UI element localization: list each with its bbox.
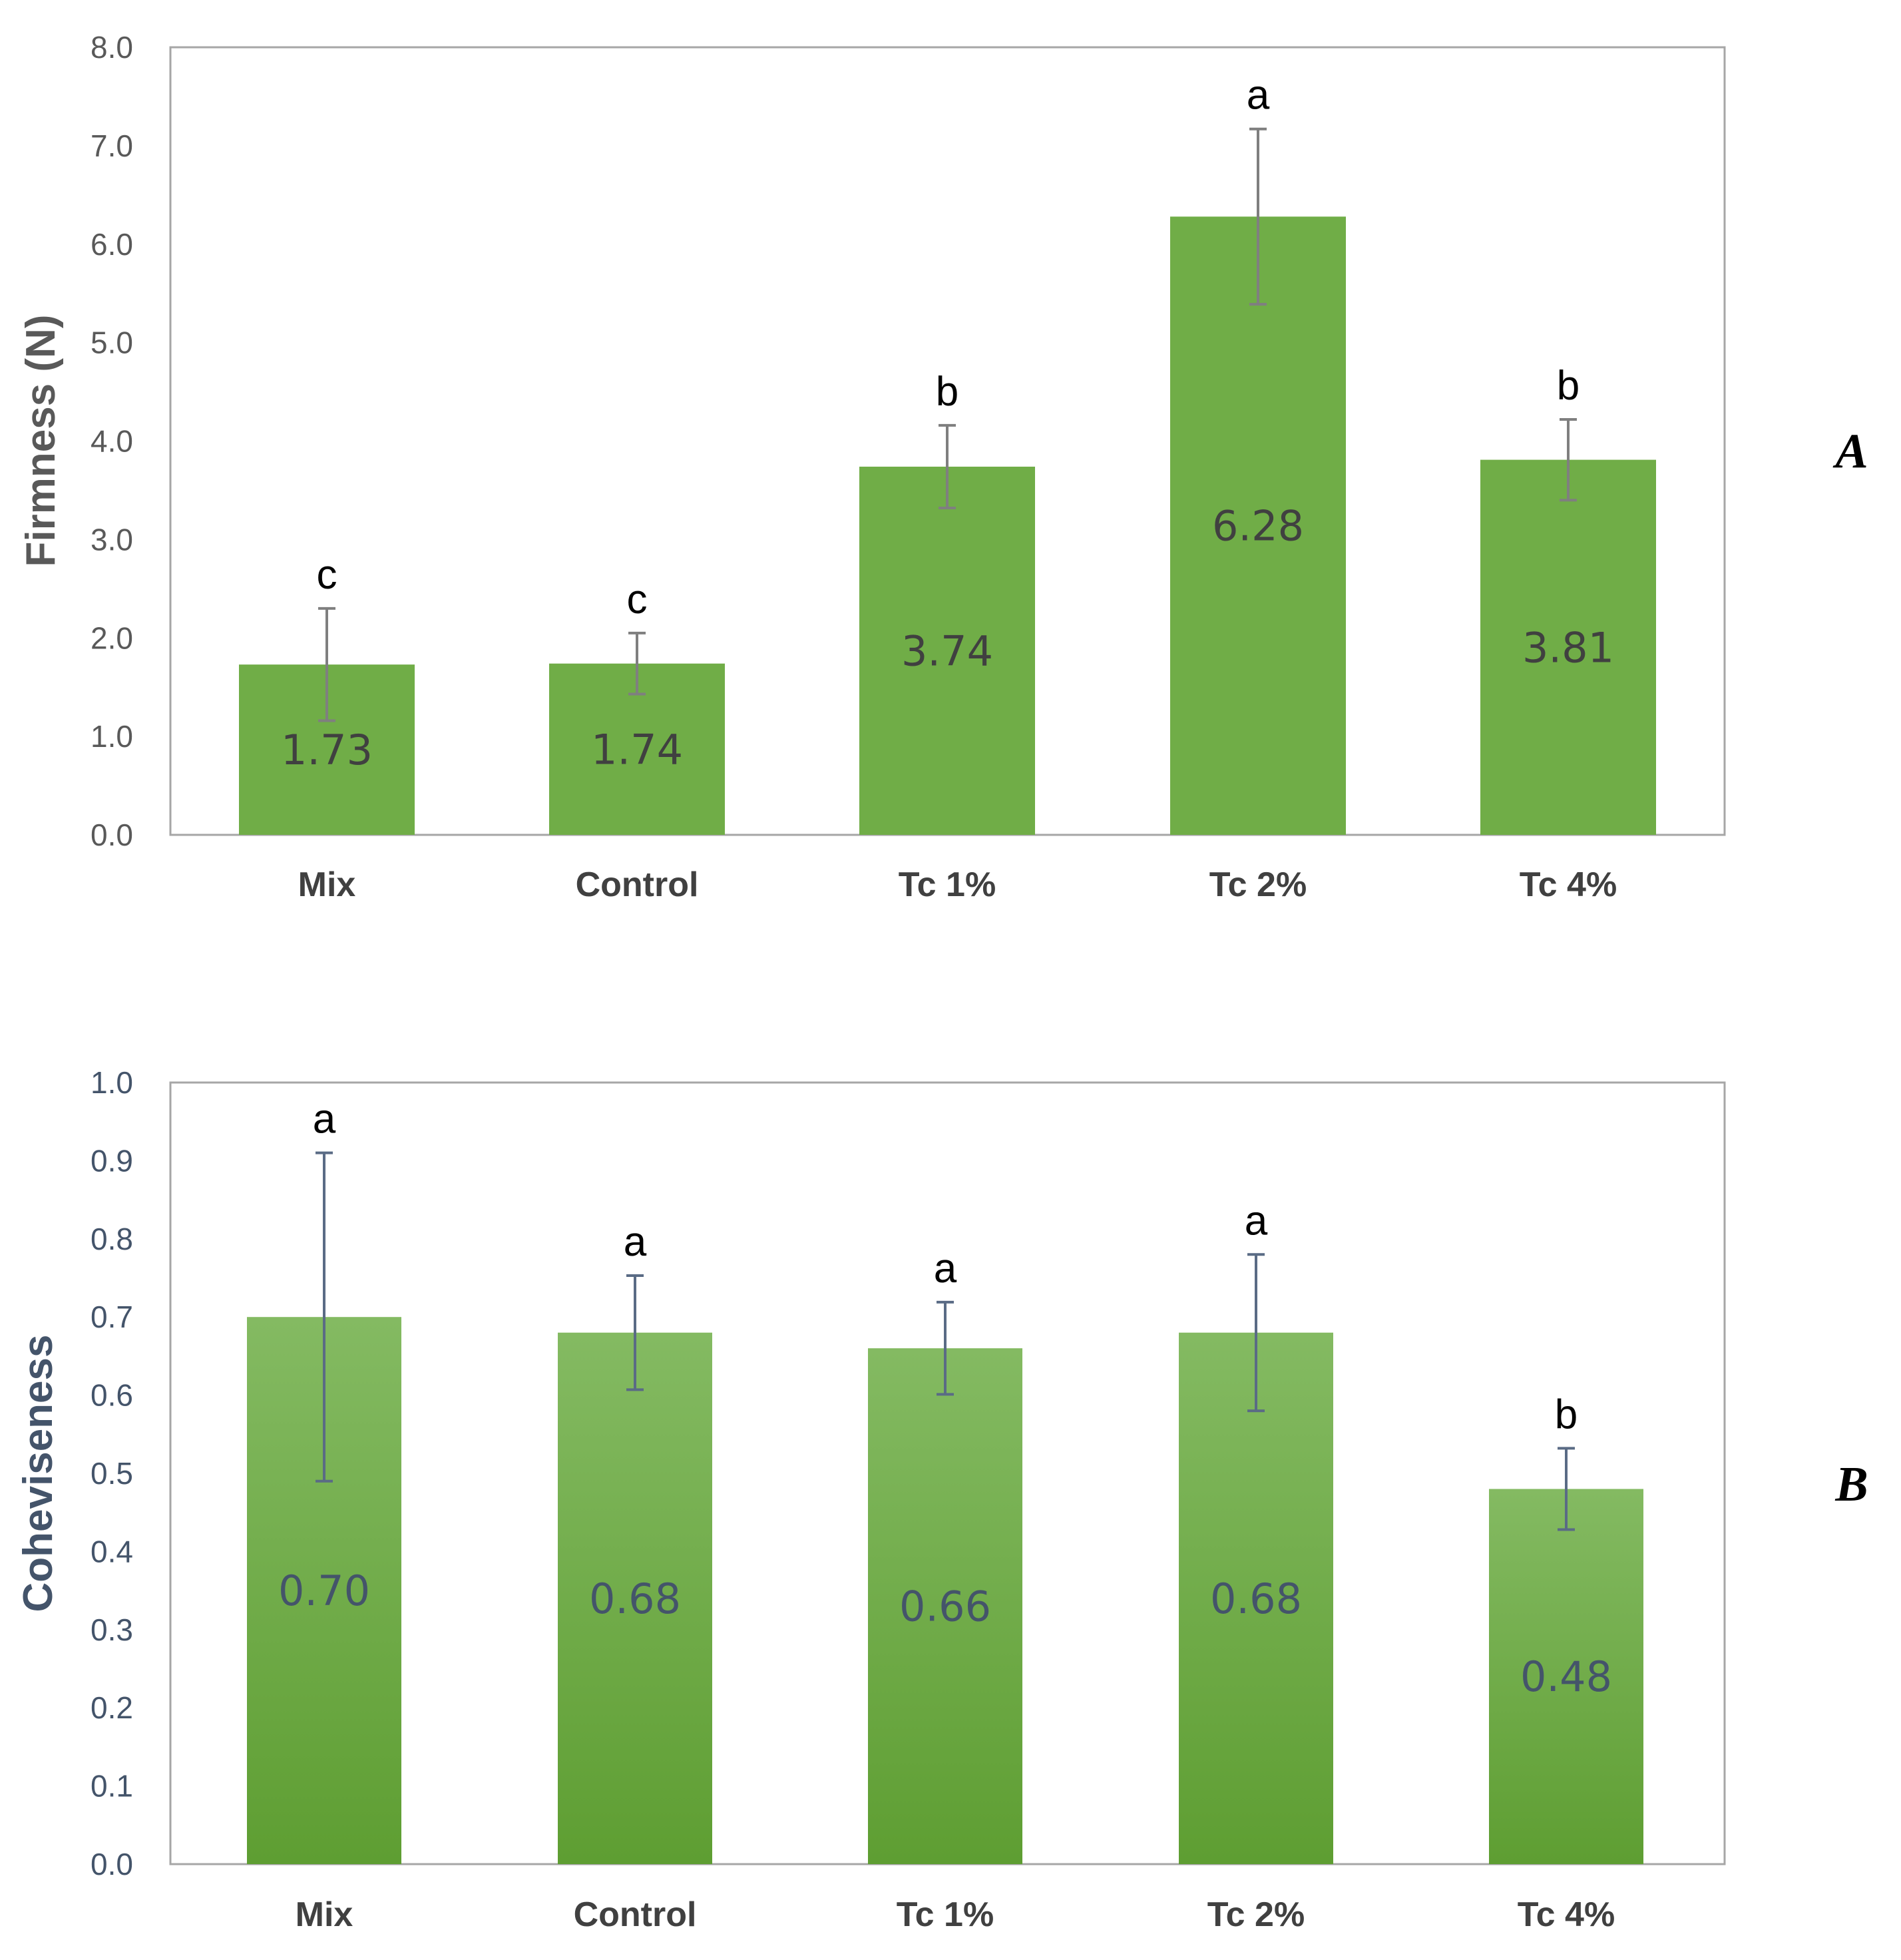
significance-letter: b <box>1555 1391 1578 1437</box>
y-axis-label-a: Firmness (N) <box>18 315 64 567</box>
data-label: 0.68 <box>1210 1575 1302 1623</box>
bar-tc-2- <box>1170 216 1346 836</box>
y-tick-label: 0.3 <box>91 1612 133 1647</box>
y-tick-label: 0.2 <box>91 1690 133 1725</box>
y-tick-label: 4.0 <box>91 424 133 459</box>
significance-letter: a <box>1245 1198 1268 1244</box>
data-label: 0.66 <box>899 1583 991 1631</box>
bars-b: 0.70 a 0.68 a 0.66 a 0.68 a 0.48 b <box>247 1097 1643 1864</box>
x-tick-label: Control <box>576 865 699 904</box>
y-tick-label: 7.0 <box>91 128 133 163</box>
x-labels-a: Mix Control Tc 1% Tc 2% Tc 4% <box>298 865 1617 904</box>
x-tick-label: Mix <box>296 1895 353 1934</box>
significance-letter: b <box>936 369 958 415</box>
data-label: 3.81 <box>1522 623 1614 672</box>
bar-tc-1- <box>868 1348 1022 1864</box>
x-tick-label: Tc 2% <box>1207 1895 1305 1934</box>
y-axis-label-b: Coheviseness <box>15 1335 61 1612</box>
data-label: 1.74 <box>591 725 683 774</box>
y-tick-label: 0.8 <box>91 1222 133 1256</box>
bar-tc-1- <box>859 466 1035 835</box>
chart-b: 0.00.10.20.30.40.50.60.70.80.91.0 0.70a0… <box>15 1065 1868 1934</box>
y-tick-label: 0.9 <box>91 1143 133 1178</box>
panel-label-a: A <box>1832 424 1868 479</box>
y-tick-label: 3.0 <box>91 522 133 557</box>
x-labels-b: Mix Control Tc 1% Tc 2% Tc 4% <box>296 1895 1615 1934</box>
y-tick-label: 0.0 <box>91 1847 133 1881</box>
y-tick-label: 1.0 <box>91 719 133 754</box>
significance-letter: b <box>1557 363 1580 409</box>
x-tick-label: Tc 1% <box>899 865 996 904</box>
panel-label-b: B <box>1834 1457 1868 1512</box>
x-tick-label: Tc 4% <box>1518 1895 1615 1934</box>
data-label: 0.70 <box>278 1567 370 1615</box>
y-tick-label: 0.5 <box>91 1456 133 1491</box>
significance-letter: a <box>1247 73 1270 119</box>
significance-letter: c <box>627 577 648 622</box>
significance-letter: a <box>313 1097 336 1142</box>
bar-tc-2- <box>1179 1332 1333 1864</box>
x-tick-label: Tc 1% <box>897 1895 994 1934</box>
significance-letter: a <box>934 1246 957 1292</box>
data-label: 1.73 <box>281 726 373 774</box>
y-ticks-b: 0.0 0.1 0.2 0.3 0.4 0.5 0.6 0.7 0.8 0.9 1.0 <box>91 1065 133 1881</box>
x-tick-label: Control <box>574 1895 697 1934</box>
y-tick-label: 6.0 <box>91 227 133 262</box>
significance-letter: a <box>624 1219 647 1265</box>
x-tick-label: Tc 2% <box>1209 865 1307 904</box>
data-label: 6.28 <box>1212 502 1304 551</box>
x-tick-label: Tc 4% <box>1520 865 1617 904</box>
y-tick-label: 0.0 <box>91 818 133 852</box>
bar-tc-4- <box>1489 1489 1643 1864</box>
significance-letter: c <box>317 552 337 598</box>
bar-tc-4- <box>1480 459 1656 835</box>
x-tick-label: Mix <box>298 865 356 904</box>
data-label: 3.74 <box>901 626 993 675</box>
y-tick-label: 8.0 <box>91 30 133 65</box>
chart-a: 0.0 1.0 2.0 3.0 4.0 5.0 6.0 7.0 8.0 1.73 c 1.74 c 3.… <box>18 30 1868 904</box>
y-tick-label: 1.0 <box>91 1065 133 1100</box>
bar-control <box>558 1332 712 1864</box>
bars-a: 1.73 c 1.74 c 3.74 b 6.28 a 3.81 b <box>239 73 1656 836</box>
y-tick-label: 0.4 <box>91 1534 133 1569</box>
y-tick-label: 5.0 <box>91 326 133 360</box>
y-tick-label: 2.0 <box>91 620 133 655</box>
y-ticks-a: 0.0 1.0 2.0 3.0 4.0 5.0 6.0 7.0 8.0 <box>91 30 133 852</box>
y-tick-label: 0.7 <box>91 1300 133 1334</box>
y-tick-label: 0.6 <box>91 1378 133 1413</box>
data-label: 0.48 <box>1520 1652 1612 1701</box>
data-label: 0.68 <box>589 1575 681 1623</box>
y-tick-label: 0.1 <box>91 1769 133 1804</box>
